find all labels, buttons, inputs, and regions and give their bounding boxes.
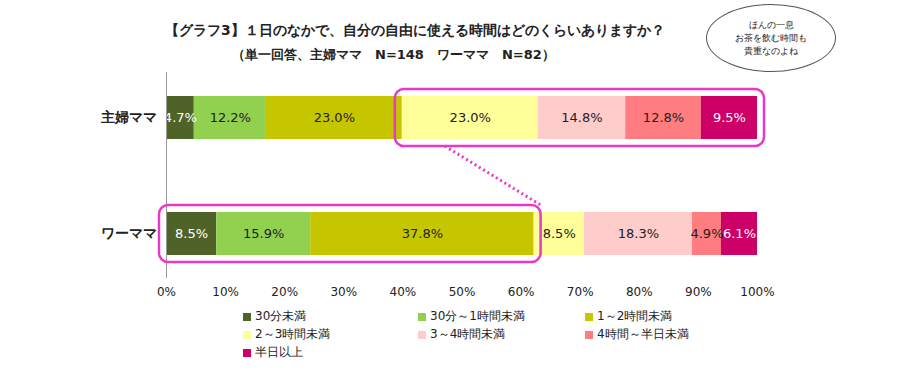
html-text:4時間～半日未満: 4時間～半日未満 (597, 327, 689, 341)
svg-text:60%: 60% (508, 285, 535, 299)
html-text:【グラフ3】１日のなかで、自分の自由に使える時間はどのくらい: 【グラフ3】１日のなかで、自分の自由に使える時間はどのくらいありますか？ (165, 22, 665, 38)
html-text:ほんの一息: ほんの一息 (748, 19, 794, 30)
svg-text:30%: 30% (330, 285, 357, 299)
svg-text:8.5%: 8.5% (175, 226, 208, 241)
html-text:30分～1時間未満: 30分～1時間未満 (430, 309, 525, 323)
svg-text:ワーママ: ワーママ (101, 225, 157, 241)
svg-text:0%: 0% (157, 285, 176, 299)
html-text:お茶を飲む時間も: お茶を飲む時間も (735, 32, 807, 43)
svg-text:12.8%: 12.8% (643, 110, 684, 125)
svg-text:14.8%: 14.8% (561, 110, 602, 125)
svg-text:15.9%: 15.9% (243, 226, 284, 241)
html-text:2～3時間未満: 2～3時間未満 (255, 327, 331, 341)
svg-text:12.2%: 12.2% (210, 110, 251, 125)
html-text:貴重なのよね: 貴重なのよね (744, 45, 798, 56)
svg-text:37.8%: 37.8% (402, 226, 443, 241)
svg-text:50%: 50% (449, 285, 476, 299)
svg-text:6.1%: 6.1% (723, 226, 756, 241)
svg-text:23.0%: 23.0% (450, 110, 491, 125)
svg-text:23.0%: 23.0% (314, 110, 355, 125)
svg-text:9.5%: 9.5% (713, 110, 746, 125)
html-text:1～2時間未満: 1～2時間未満 (597, 309, 673, 323)
html-text:（単一回答、主婦ママ N=148 ワーママ N=82）: （単一回答、主婦ママ N=148 ワーママ N=82） (232, 47, 555, 62)
svg-text:4.7%: 4.7% (164, 110, 197, 125)
svg-text:4.9%: 4.9% (690, 226, 723, 241)
html-text:3～4時間未満: 3～4時間未満 (430, 327, 506, 341)
svg-text:100%: 100% (740, 285, 774, 299)
svg-text:主婦ママ: 主婦ママ (100, 109, 157, 125)
html-text:30分未満: 30分未満 (255, 309, 307, 323)
svg-text:40%: 40% (390, 285, 417, 299)
svg-text:90%: 90% (685, 285, 712, 299)
html-text:半日以上: 半日以上 (255, 345, 303, 359)
svg-text:8.5%: 8.5% (543, 226, 576, 241)
svg-text:10%: 10% (212, 285, 239, 299)
svg-text:20%: 20% (271, 285, 298, 299)
svg-text:70%: 70% (567, 285, 594, 299)
svg-text:80%: 80% (626, 285, 653, 299)
svg-text:18.3%: 18.3% (618, 226, 659, 241)
